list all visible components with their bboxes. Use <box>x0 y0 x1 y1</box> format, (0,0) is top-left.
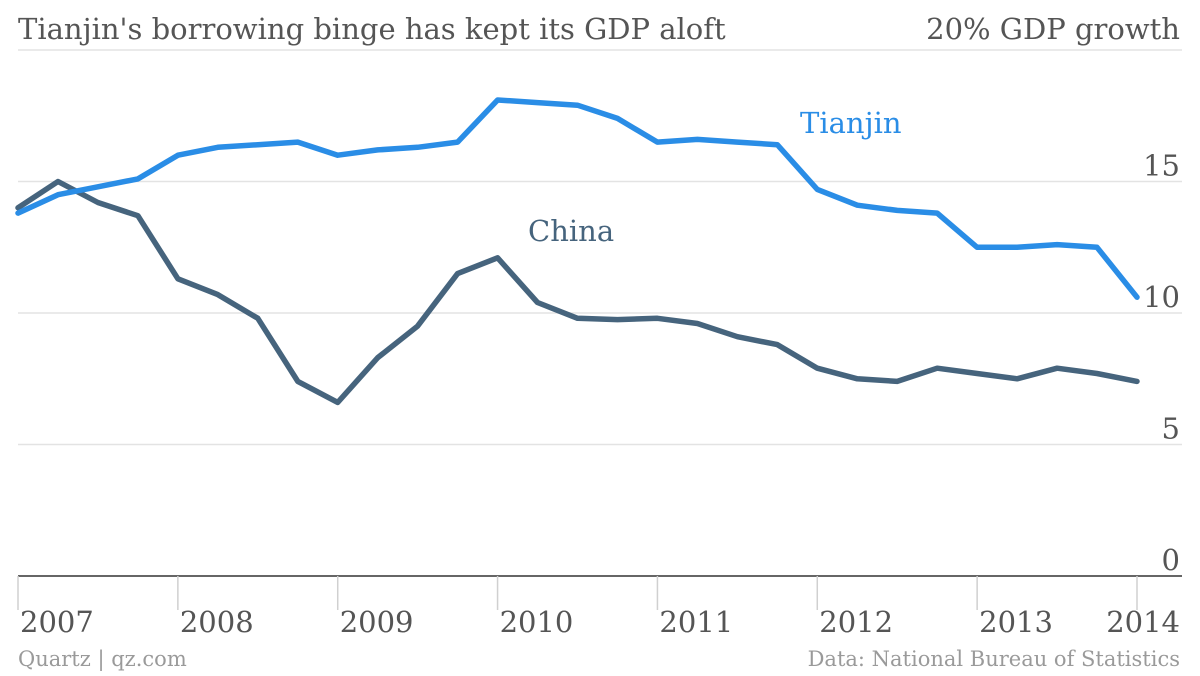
x-tick-label: 2010 <box>500 605 574 639</box>
y-tick-label: 5 <box>1162 412 1180 446</box>
gridlines <box>18 49 1182 446</box>
series-line-china <box>15 178 1140 406</box>
chart-title: Tianjin's borrowing binge has kept its G… <box>18 12 726 46</box>
x-tick-label: 2011 <box>659 605 733 639</box>
series-line-tianjin <box>15 97 1140 300</box>
y-axis: 0 5 10 15 <box>1143 149 1180 578</box>
x-tick-label: 2009 <box>340 605 414 639</box>
series-labels: Tianjin China <box>528 106 902 248</box>
y-axis-unit-label: 20% GDP growth <box>926 12 1180 46</box>
x-tick-label: 2007 <box>20 605 94 639</box>
series-label-tianjin: Tianjin <box>800 106 902 140</box>
y-tick-label: 10 <box>1143 280 1180 314</box>
source-text: Data: National Bureau of Statistics <box>807 647 1180 671</box>
x-tick-label: 2014 <box>1106 605 1180 639</box>
series-label-china: China <box>528 214 614 248</box>
credit-text: Quartz | qz.com <box>18 647 187 671</box>
x-tick-label: 2012 <box>819 605 893 639</box>
y-tick-label: 0 <box>1162 543 1180 577</box>
x-tick-label: 2008 <box>180 605 254 639</box>
x-tick-label: 2013 <box>979 605 1053 639</box>
x-axis: 2007 2008 2009 2010 2011 2012 2013 2014 <box>17 575 1182 639</box>
y-tick-label: 15 <box>1143 149 1180 183</box>
series-lines <box>15 97 1140 406</box>
